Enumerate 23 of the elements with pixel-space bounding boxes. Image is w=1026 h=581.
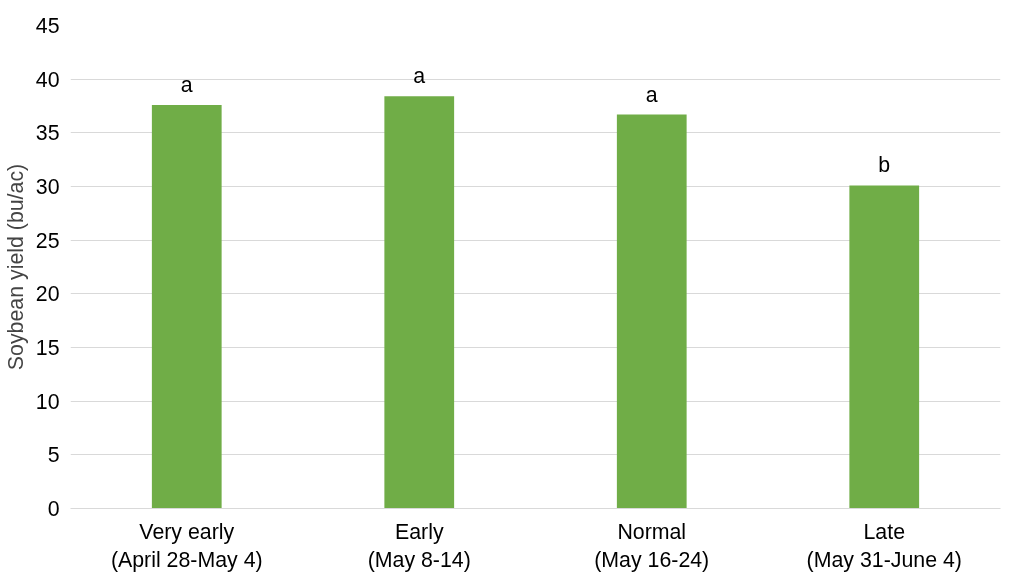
y-tick-label: 25 bbox=[35, 228, 60, 253]
x-tick-label: Late (May 31-June 4) bbox=[806, 519, 962, 573]
bar bbox=[151, 104, 222, 509]
x-tick-label: Very early (April 28-May 4) bbox=[110, 519, 263, 573]
y-tick-label: 45 bbox=[35, 14, 60, 38]
y-axis-title: Soybean yield (bu/ac) bbox=[3, 163, 28, 371]
annotation: a bbox=[645, 82, 658, 107]
annotation: a bbox=[413, 64, 426, 89]
y-tick-label: 35 bbox=[35, 121, 60, 146]
bar bbox=[616, 114, 687, 509]
y-tick-label: 0 bbox=[47, 497, 60, 521]
y-tick-label: 15 bbox=[35, 336, 60, 360]
bar bbox=[849, 185, 920, 509]
annotation: b bbox=[878, 153, 891, 178]
annotation: a bbox=[180, 72, 193, 97]
x-tick-label: Normal (May 16-24) bbox=[594, 519, 710, 573]
y-tick-label: 10 bbox=[35, 389, 60, 414]
y-tick-label: 40 bbox=[35, 67, 60, 92]
bar bbox=[384, 96, 455, 509]
y-tick-label: 20 bbox=[35, 282, 60, 307]
y-tick-label: 5 bbox=[47, 443, 60, 468]
y-tick-label: 30 bbox=[35, 175, 60, 199]
x-tick-label: Early (May 8-14) bbox=[367, 519, 471, 573]
